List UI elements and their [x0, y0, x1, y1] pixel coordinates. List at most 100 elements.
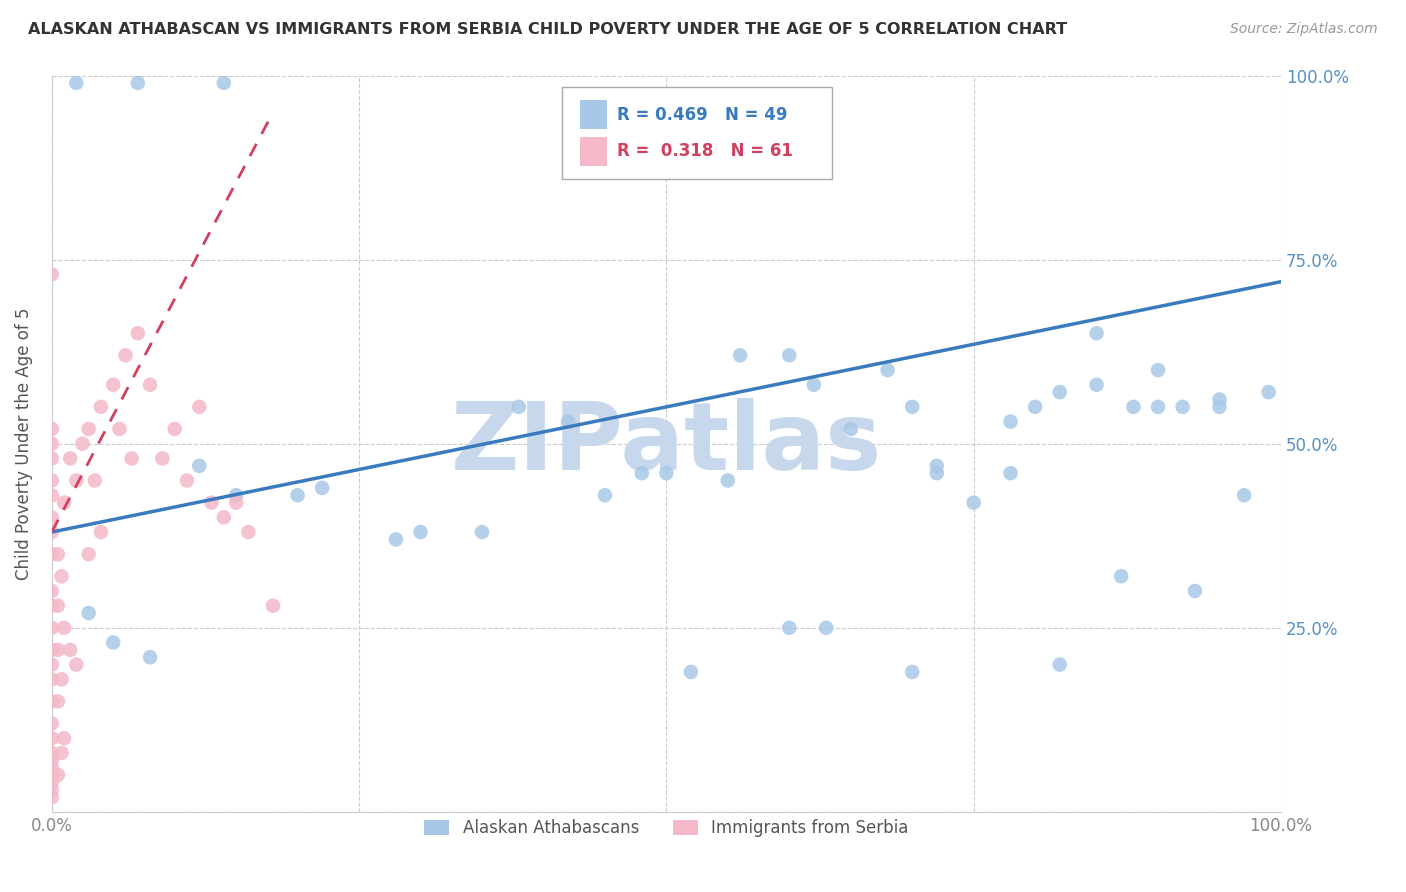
Point — [90, 524, 112, 539]
Point — [803, 377, 825, 392]
Point — [1049, 385, 1071, 400]
Point — [127, 76, 149, 90]
Point — [41, 599, 63, 613]
Point — [225, 495, 247, 509]
Point — [200, 495, 222, 509]
Point — [876, 363, 898, 377]
Point — [46, 768, 69, 782]
Point — [1049, 657, 1071, 672]
Point — [41, 584, 63, 599]
Point — [679, 665, 702, 679]
Point — [717, 474, 740, 488]
Point — [557, 415, 579, 429]
Point — [41, 474, 63, 488]
Point — [409, 524, 432, 539]
Point — [925, 466, 948, 480]
Point — [41, 753, 63, 767]
Point — [778, 621, 800, 635]
Point — [72, 436, 94, 450]
Point — [41, 422, 63, 436]
Point — [90, 400, 112, 414]
Point — [41, 268, 63, 282]
Point — [65, 657, 87, 672]
Point — [593, 488, 616, 502]
Point — [225, 488, 247, 502]
Point — [51, 673, 73, 687]
Point — [46, 694, 69, 708]
Point — [963, 495, 986, 509]
Bar — [581, 100, 607, 129]
Point — [471, 524, 494, 539]
Point — [163, 422, 186, 436]
Point — [385, 533, 408, 547]
Point — [41, 761, 63, 775]
Point — [655, 466, 678, 480]
Point — [150, 451, 173, 466]
Point — [1109, 569, 1132, 583]
Point — [41, 694, 63, 708]
Point — [41, 524, 63, 539]
Point — [127, 326, 149, 341]
Point — [41, 768, 63, 782]
Point — [41, 673, 63, 687]
Point — [103, 377, 125, 392]
Point — [65, 474, 87, 488]
Point — [139, 650, 162, 665]
Point — [59, 643, 82, 657]
Point — [630, 466, 652, 480]
Point — [1208, 400, 1230, 414]
FancyBboxPatch shape — [562, 87, 832, 178]
Point — [262, 599, 284, 613]
Point — [121, 451, 143, 466]
Y-axis label: Child Poverty Under the Age of 5: Child Poverty Under the Age of 5 — [15, 308, 32, 580]
Point — [41, 547, 63, 561]
Point — [46, 599, 69, 613]
Point — [1233, 488, 1256, 502]
Bar — [581, 136, 607, 166]
Point — [41, 731, 63, 746]
Point — [728, 348, 751, 362]
Point — [41, 436, 63, 450]
Point — [53, 621, 76, 635]
Text: R =  0.318   N = 61: R = 0.318 N = 61 — [617, 143, 793, 161]
Point — [311, 481, 333, 495]
Point — [41, 782, 63, 797]
Point — [59, 451, 82, 466]
Point — [41, 790, 63, 805]
Point — [77, 422, 100, 436]
Point — [1257, 385, 1279, 400]
Point — [1085, 326, 1108, 341]
Point — [1147, 363, 1170, 377]
Point — [188, 400, 211, 414]
Point — [41, 643, 63, 657]
Point — [176, 474, 198, 488]
Point — [41, 451, 63, 466]
Point — [77, 606, 100, 620]
Point — [287, 488, 309, 502]
Point — [41, 657, 63, 672]
Point — [114, 348, 136, 362]
Point — [778, 348, 800, 362]
Point — [41, 621, 63, 635]
Point — [41, 716, 63, 731]
Point — [212, 76, 235, 90]
Point — [53, 495, 76, 509]
Point — [46, 547, 69, 561]
Text: ZIPatlas: ZIPatlas — [451, 398, 882, 490]
Point — [41, 488, 63, 502]
Point — [139, 377, 162, 392]
Point — [83, 474, 105, 488]
Point — [1000, 415, 1022, 429]
Point — [1000, 466, 1022, 480]
Point — [46, 643, 69, 657]
Point — [51, 569, 73, 583]
Point — [1122, 400, 1144, 414]
Point — [815, 621, 838, 635]
Point — [1171, 400, 1194, 414]
Text: R = 0.469   N = 49: R = 0.469 N = 49 — [617, 105, 787, 124]
Text: ALASKAN ATHABASCAN VS IMMIGRANTS FROM SERBIA CHILD POVERTY UNDER THE AGE OF 5 CO: ALASKAN ATHABASCAN VS IMMIGRANTS FROM SE… — [28, 22, 1067, 37]
Point — [41, 510, 63, 524]
Point — [41, 746, 63, 760]
Point — [1184, 584, 1206, 599]
Point — [1024, 400, 1046, 414]
